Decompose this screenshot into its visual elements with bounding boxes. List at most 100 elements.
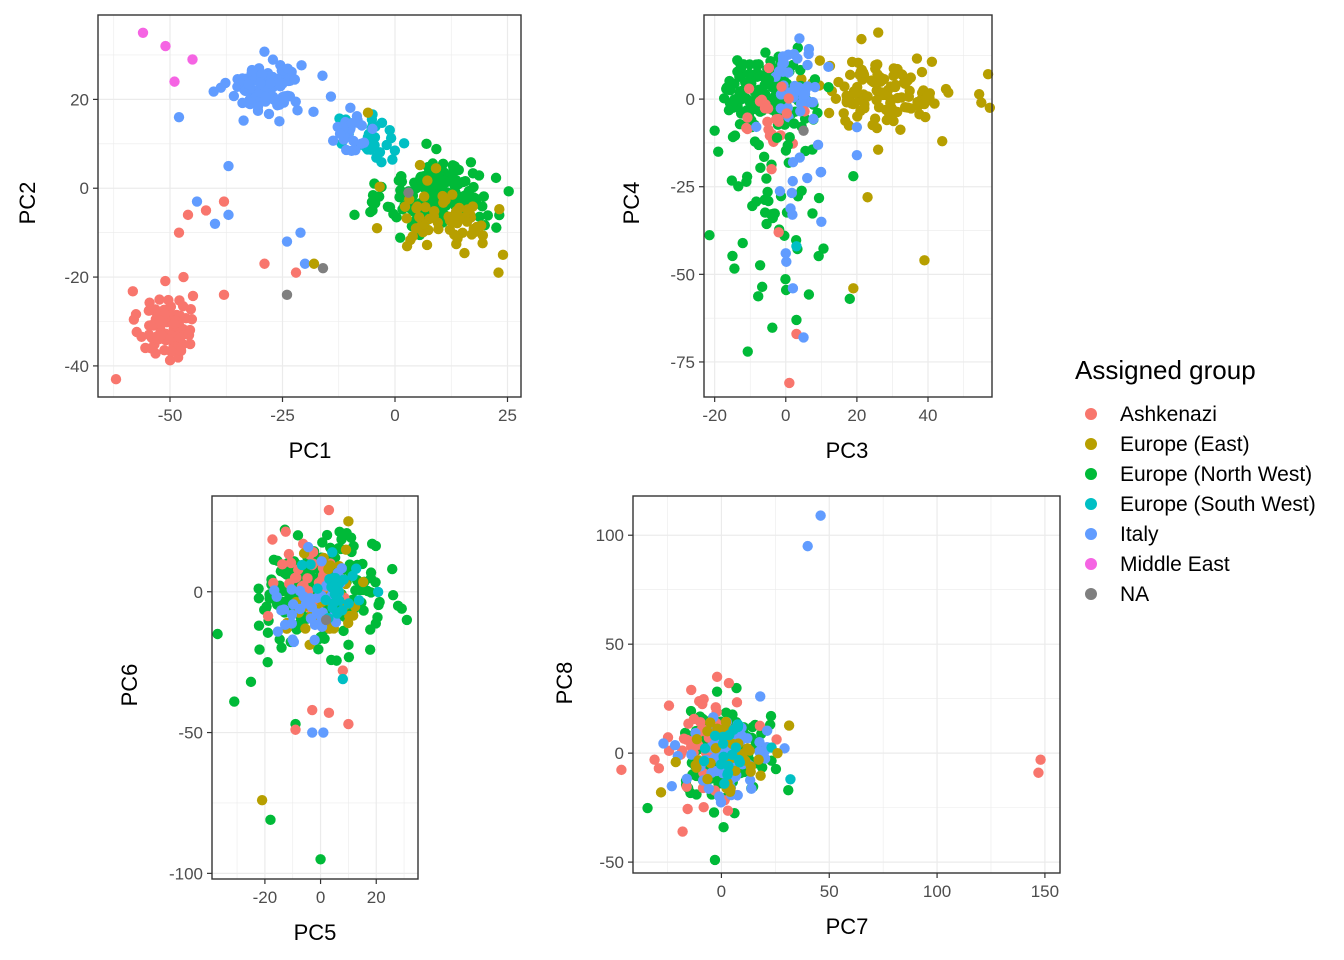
data-point <box>780 274 791 285</box>
ticks: 0 50 100 150 -50 0 50 100 <box>596 526 1059 901</box>
data-point <box>728 96 739 107</box>
data-point <box>282 63 293 74</box>
data-point <box>169 318 180 329</box>
data-point <box>366 196 378 208</box>
data-point <box>245 97 257 108</box>
x-tick-label: 150 <box>1031 882 1059 901</box>
data-point <box>287 634 298 645</box>
data-point <box>698 755 710 767</box>
data-point <box>888 70 899 82</box>
points <box>110 27 514 385</box>
legend-item: Italy <box>1085 523 1159 546</box>
data-point <box>727 131 739 143</box>
data-point <box>738 59 749 70</box>
data-point <box>862 192 873 203</box>
y-axis-title: PC8 <box>552 662 577 705</box>
data-point <box>813 250 824 262</box>
data-point <box>465 157 477 168</box>
data-point <box>182 209 194 221</box>
data-point <box>758 151 770 163</box>
data-point <box>720 716 732 728</box>
data-point <box>798 125 809 136</box>
data-point <box>418 191 430 202</box>
y-tick-label: 50 <box>605 635 624 654</box>
data-point <box>794 33 805 44</box>
panel-pc3-pc4: -20 0 20 40 -75 -50 -25 0 PC3 PC4 <box>619 14 996 463</box>
data-point <box>384 125 395 136</box>
data-point <box>345 532 357 543</box>
data-point <box>304 598 316 609</box>
data-point <box>926 56 938 67</box>
data-point <box>670 756 681 768</box>
data-point <box>285 557 297 569</box>
data-point <box>783 784 794 796</box>
ticks: -20 0 20 -100 -50 0 <box>169 583 386 907</box>
data-point <box>131 326 142 338</box>
data-point <box>877 89 889 101</box>
data-point <box>256 794 268 806</box>
data-point <box>491 222 502 233</box>
data-point <box>703 783 715 794</box>
data-point <box>848 171 859 182</box>
data-point <box>653 763 665 774</box>
data-point <box>358 576 369 588</box>
data-point <box>218 289 230 301</box>
data-point <box>331 655 342 666</box>
data-point <box>260 91 271 102</box>
data-point <box>741 122 752 134</box>
data-point <box>815 510 826 521</box>
data-point <box>782 140 793 151</box>
x-tick-label: -20 <box>253 888 278 907</box>
data-point <box>127 286 139 297</box>
data-point <box>330 616 342 628</box>
data-point <box>494 204 505 215</box>
data-point <box>281 236 293 247</box>
data-point <box>328 598 339 609</box>
data-point <box>292 105 303 116</box>
data-point <box>358 137 370 148</box>
data-point <box>705 717 716 728</box>
legend-item: NA <box>1085 583 1149 606</box>
data-point <box>841 97 852 108</box>
data-point <box>813 192 825 204</box>
data-point <box>394 232 406 243</box>
data-point <box>346 145 357 157</box>
data-point <box>370 618 382 629</box>
data-point <box>300 623 311 634</box>
data-point <box>803 289 815 300</box>
data-point <box>315 854 326 865</box>
data-point <box>715 797 727 808</box>
data-point <box>1033 767 1044 778</box>
data-point <box>796 185 807 196</box>
data-point <box>317 537 328 548</box>
data-point <box>330 572 341 584</box>
data-point <box>490 172 502 184</box>
legend-label: Ashkenazi <box>1120 403 1217 426</box>
data-point <box>784 377 795 389</box>
data-point <box>749 136 761 147</box>
data-point <box>267 534 278 545</box>
data-point <box>776 81 787 92</box>
data-point <box>274 634 285 645</box>
data-point <box>263 108 275 120</box>
data-point <box>850 87 861 99</box>
data-point <box>808 113 819 125</box>
data-point <box>753 754 764 765</box>
data-point <box>348 135 359 147</box>
data-point <box>350 563 362 574</box>
data-point <box>688 713 700 725</box>
data-point <box>762 116 773 128</box>
data-point <box>795 64 806 76</box>
data-point <box>802 172 813 184</box>
data-point <box>296 559 308 571</box>
data-point <box>137 27 149 38</box>
data-point <box>218 196 230 207</box>
y-tick-label: -40 <box>64 357 89 376</box>
data-point <box>414 159 426 171</box>
data-point <box>759 207 771 218</box>
data-point <box>723 104 735 116</box>
data-point <box>784 131 795 143</box>
data-point <box>859 99 870 110</box>
data-point <box>873 102 885 113</box>
data-point <box>723 677 735 689</box>
